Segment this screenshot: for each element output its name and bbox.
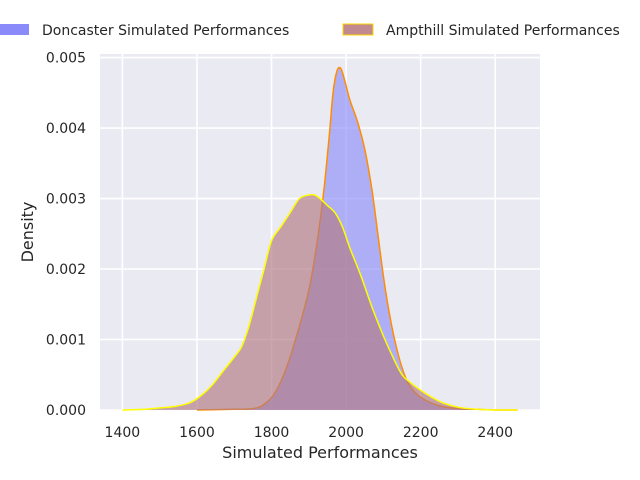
x-tick-label: 2000 bbox=[328, 425, 364, 441]
y-tick-label: 0.005 bbox=[46, 51, 86, 67]
y-tick-labels: 0.000 0.001 0.002 0.003 0.004 0.005 bbox=[46, 51, 86, 419]
x-tick-label: 1800 bbox=[254, 425, 290, 441]
x-tick-label: 2400 bbox=[477, 425, 513, 441]
density-fill-doncaster bbox=[196, 67, 518, 411]
legend-swatch-doncaster bbox=[0, 24, 29, 35]
density-areas bbox=[122, 66, 518, 411]
legend-label-doncaster: Doncaster Simulated Performances bbox=[42, 23, 289, 39]
x-tick-label: 1400 bbox=[105, 425, 141, 441]
legend: Doncaster Simulated Performances Ampthil… bbox=[0, 23, 620, 39]
y-tick-label: 0.004 bbox=[46, 121, 86, 137]
legend-label-ampthill: Ampthill Simulated Performances bbox=[386, 23, 620, 39]
y-tick-label: 0.003 bbox=[46, 192, 86, 208]
y-tick-label: 0.001 bbox=[46, 333, 86, 349]
x-tick-labels: 1400 1600 1800 2000 2200 2400 bbox=[105, 425, 514, 441]
legend-swatch-ampthill bbox=[342, 23, 374, 36]
density-fill-ampthill bbox=[122, 194, 518, 410]
x-tick-label: 2200 bbox=[403, 425, 439, 441]
x-axis-label: Simulated Performances bbox=[222, 443, 418, 462]
x-tick-label: 1600 bbox=[179, 425, 215, 441]
y-tick-label: 0.002 bbox=[46, 262, 86, 278]
density-line-ampthill bbox=[122, 193, 518, 411]
y-tick-label: 0.000 bbox=[46, 403, 86, 419]
y-axis-label: Density bbox=[18, 202, 37, 263]
